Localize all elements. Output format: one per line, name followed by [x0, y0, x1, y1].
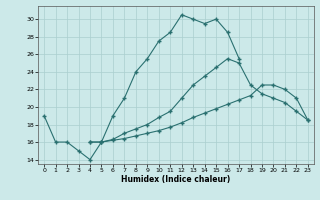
X-axis label: Humidex (Indice chaleur): Humidex (Indice chaleur) [121, 175, 231, 184]
